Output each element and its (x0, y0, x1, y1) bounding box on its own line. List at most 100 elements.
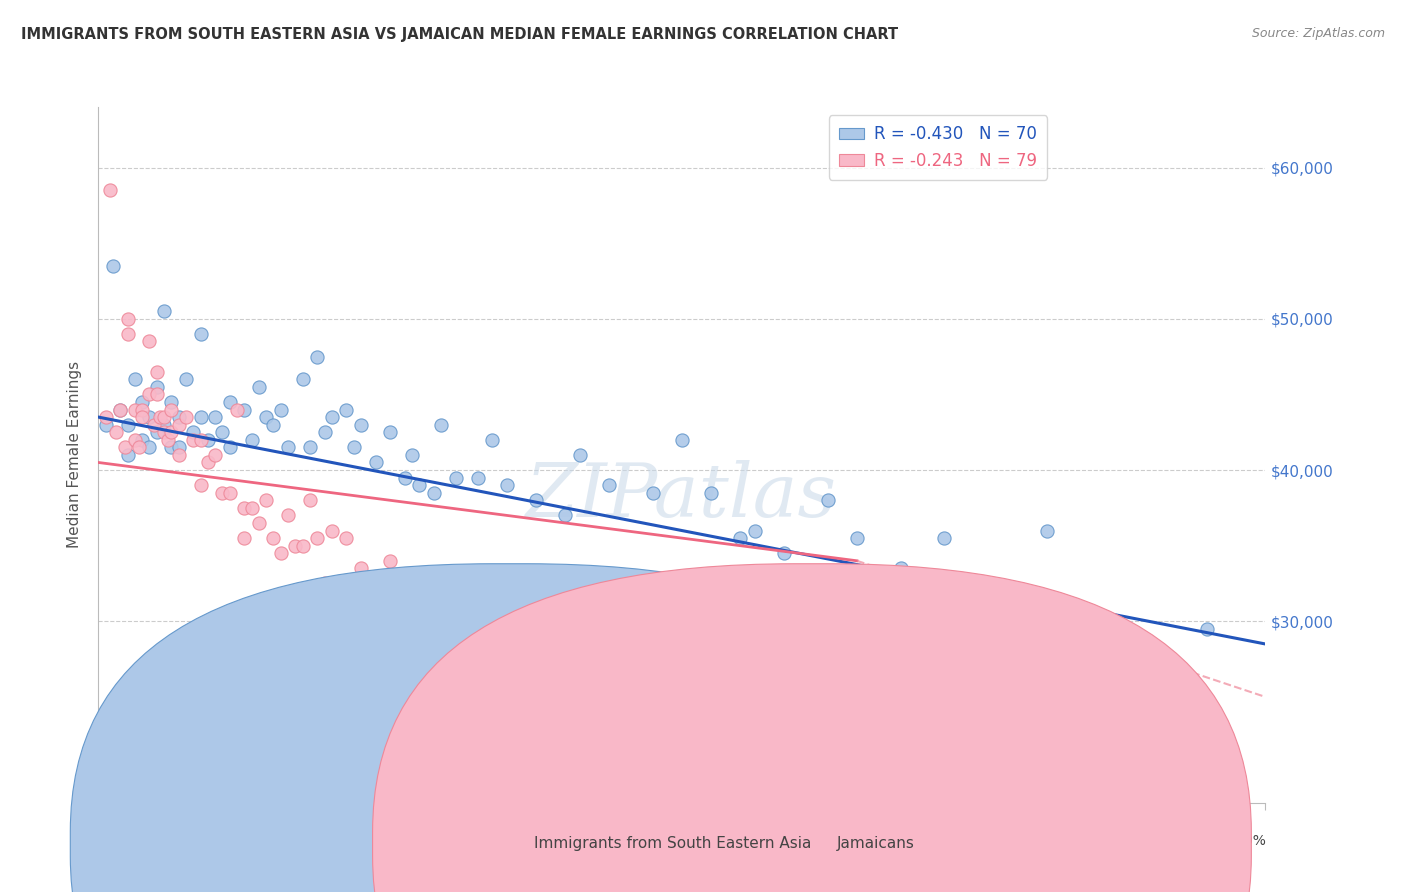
Point (378, 425, 402, 440)
Point (291, 372, 314, 386)
Point (211, 425, 233, 440)
Point (197, 455, 219, 469)
Point (364, 455, 387, 469)
Point (94, 410, 117, 425)
Point (444, 607, 467, 621)
Point (218, 485, 240, 500)
Point (146, 425, 169, 440)
Point (415, 622, 437, 636)
Point (98, 183, 121, 197)
Text: Source: ZipAtlas.com: Source: ZipAtlas.com (1251, 27, 1385, 40)
Point (890, 561, 912, 575)
Point (671, 433, 693, 447)
Point (149, 410, 172, 425)
Point (240, 500, 263, 515)
Text: Jamaicans: Jamaicans (837, 837, 914, 851)
Point (758, 735, 780, 749)
Point (524, 659, 547, 673)
Point (262, 531, 284, 545)
Point (160, 441, 183, 455)
Point (773, 546, 796, 560)
Point (174, 410, 197, 425)
Point (174, 372, 197, 386)
Point (335, 531, 357, 545)
Point (277, 441, 299, 455)
Point (401, 448, 423, 462)
Point (744, 524, 766, 538)
Text: Immigrants from South Eastern Asia: Immigrants from South Eastern Asia (534, 837, 811, 851)
Point (364, 584, 387, 599)
Point (197, 433, 219, 447)
Point (131, 402, 153, 417)
Point (467, 470, 489, 484)
Point (204, 410, 226, 425)
Point (430, 591, 453, 606)
Point (350, 561, 373, 575)
Point (124, 372, 146, 386)
Point (495, 478, 517, 492)
Point (233, 531, 256, 545)
Point (160, 425, 183, 440)
Point (167, 410, 190, 425)
Text: 80.0%: 80.0% (1222, 834, 1265, 848)
Point (314, 576, 336, 591)
Point (378, 554, 402, 568)
Point (817, 493, 839, 508)
Point (94, 417, 117, 432)
Point (423, 485, 446, 500)
Point (1035, 524, 1057, 538)
Point (190, 326, 212, 341)
Point (211, 485, 233, 500)
Point (314, 425, 336, 440)
Point (146, 387, 169, 401)
Point (430, 417, 453, 432)
Point (298, 441, 321, 455)
Point (254, 493, 277, 508)
Point (117, 311, 139, 326)
Point (298, 493, 321, 508)
Point (408, 478, 430, 492)
Point (817, 758, 839, 772)
Point (157, 433, 180, 447)
Point (598, 728, 620, 742)
Point (138, 334, 160, 349)
Point (218, 441, 240, 455)
Point (481, 433, 503, 447)
Text: ZIPatlas: ZIPatlas (526, 460, 838, 533)
Point (138, 410, 160, 425)
Point (128, 441, 150, 455)
Point (343, 441, 366, 455)
Y-axis label: Median Female Earnings: Median Female Earnings (67, 361, 83, 549)
Point (444, 470, 467, 484)
Point (262, 417, 284, 432)
Point (554, 508, 576, 523)
Point (335, 402, 357, 417)
Point (554, 705, 576, 719)
Point (408, 591, 430, 606)
Point (142, 417, 165, 432)
Point (568, 448, 591, 462)
Point (110, 402, 132, 417)
Point (1195, 622, 1218, 636)
Point (845, 531, 868, 545)
Point (321, 524, 343, 538)
Point (284, 539, 307, 553)
Point (934, 531, 956, 545)
Point (110, 402, 132, 417)
Point (138, 441, 160, 455)
Text: IMMIGRANTS FROM SOUTH EASTERN ASIA VS JAMAICAN MEDIAN FEMALE EARNINGS CORRELATIO: IMMIGRANTS FROM SOUTH EASTERN ASIA VS JA… (21, 27, 898, 42)
Point (321, 410, 343, 425)
Point (181, 425, 204, 440)
Point (131, 433, 153, 447)
Point (270, 402, 292, 417)
Point (146, 365, 169, 379)
Point (114, 441, 136, 455)
Point (394, 576, 416, 591)
Point (181, 433, 204, 447)
Point (131, 410, 153, 425)
Point (307, 531, 329, 545)
Point (524, 493, 547, 508)
Point (167, 441, 190, 455)
Point (190, 410, 212, 425)
Point (247, 380, 270, 394)
